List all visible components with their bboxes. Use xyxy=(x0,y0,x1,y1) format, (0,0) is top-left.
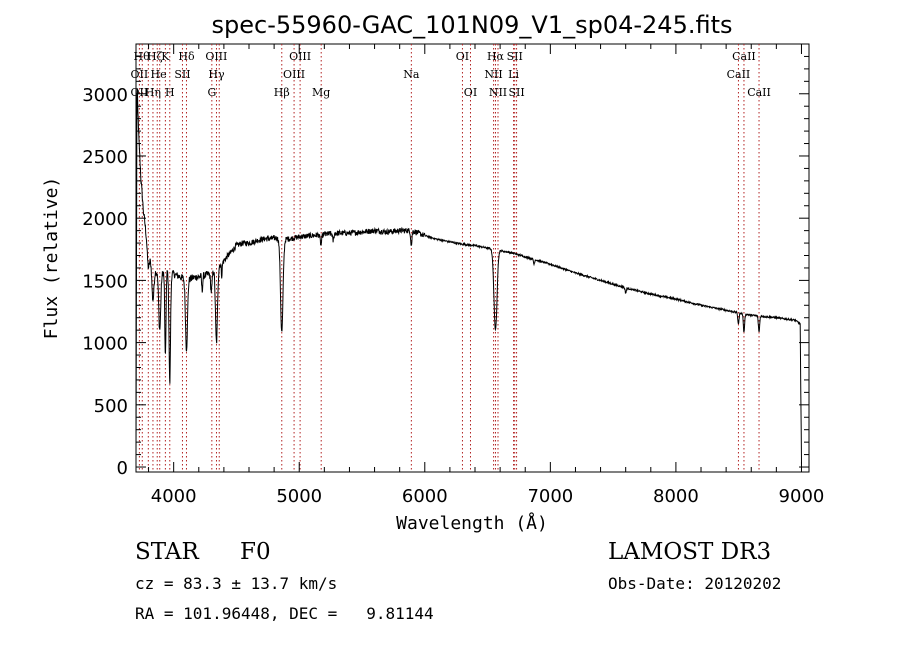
survey-name: LAMOST DR3 xyxy=(608,539,772,565)
x-tick-label-2: 6000 xyxy=(402,486,448,507)
x-axis-label: Wavelength (Å) xyxy=(396,512,548,534)
object-subclass: F0 xyxy=(240,539,271,565)
marker-label-10: OII xyxy=(131,68,149,81)
y-axis-label: Flux (relative) xyxy=(41,177,62,340)
marker-label-17: Li xyxy=(508,68,519,81)
marker-label-14: OIII xyxy=(283,68,305,81)
plot-frame xyxy=(135,43,810,473)
y-axis-ticks: 0 500 1000 1500 2000 2500 3000 xyxy=(82,55,809,479)
x-axis-ticks: 4000 5000 6000 7000 8000 9000 xyxy=(148,44,825,507)
y-tick-label-0: 0 xyxy=(117,458,128,479)
marker-label-5: OIII xyxy=(289,50,311,63)
marker-label-21: H xyxy=(165,86,175,99)
marker-label-9: CaII xyxy=(732,50,756,63)
marker-label-24: Mg xyxy=(312,86,330,99)
marker-label-12: SII xyxy=(174,68,190,81)
marker-label-28: CaII xyxy=(747,86,771,99)
x-tick-label-5: 9000 xyxy=(779,486,825,507)
marker-label-27: SII xyxy=(508,86,524,99)
line-markers xyxy=(138,44,760,472)
coordinates: RA = 101.96448, DEC = 9.81144 xyxy=(135,604,434,623)
x-tick-label-3: 7000 xyxy=(527,486,573,507)
marker-label-0: Hθ xyxy=(134,50,151,63)
marker-label-4: OIII xyxy=(205,50,227,63)
y-tick-label-1: 500 xyxy=(94,396,128,417)
marker-label-18: CaII xyxy=(727,68,751,81)
y-tick-label-4: 2000 xyxy=(82,209,128,230)
marker-label-6: OI xyxy=(456,50,469,63)
marker-label-15: Na xyxy=(403,68,420,81)
marker-label-7: Hα xyxy=(487,50,505,63)
y-tick-label-2: 1000 xyxy=(82,334,128,355)
y-tick-label-3: 1500 xyxy=(82,271,128,292)
x-tick-label-4: 8000 xyxy=(653,486,699,507)
y-tick-label-6: 3000 xyxy=(82,85,128,106)
obs-date: Obs-Date: 20120202 xyxy=(608,574,782,593)
marker-label-26: NII xyxy=(489,86,507,99)
marker-label-2: K xyxy=(161,50,170,63)
marker-label-25: OI xyxy=(464,86,477,99)
marker-label-19: OII xyxy=(131,86,149,99)
marker-label-11: He xyxy=(151,68,167,81)
marker-label-22: G xyxy=(207,86,216,99)
x-tick-label-1: 5000 xyxy=(276,486,322,507)
object-class: STAR xyxy=(135,539,199,565)
spectrum-line xyxy=(135,88,802,465)
marker-label-16: NII xyxy=(484,68,502,81)
marker-label-13: Hγ xyxy=(208,68,225,81)
spectrum-chart: spec-55960-GAC_101N09_V1_sp04-245.fits H… xyxy=(41,11,825,534)
x-tick-label-0: 4000 xyxy=(151,486,197,507)
chart-title: spec-55960-GAC_101N09_V1_sp04-245.fits xyxy=(212,11,733,39)
marker-label-3: Hδ xyxy=(178,50,195,63)
marker-label-20: Hη xyxy=(145,86,161,99)
marker-label-8: SII xyxy=(507,50,523,63)
redshift-value: cz = 83.3 ± 13.7 km/s xyxy=(135,574,338,593)
y-tick-label-5: 2500 xyxy=(82,147,128,168)
marker-label-23: Hβ xyxy=(274,86,290,99)
marker-label-1: Hζ xyxy=(147,50,163,63)
